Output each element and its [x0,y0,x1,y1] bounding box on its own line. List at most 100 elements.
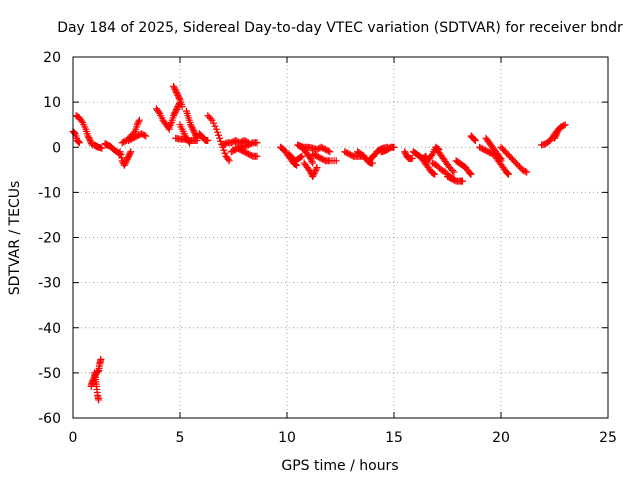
data-point [140,131,148,139]
data-point [172,106,180,114]
data-point [172,107,180,115]
data-point [193,136,201,144]
data-point [97,355,105,363]
data-point [125,151,133,159]
axis-ticks [72,56,609,419]
x-tick-label: 25 [599,430,617,446]
data-point [170,82,178,90]
data-point [215,131,223,139]
data-point [448,167,456,175]
data-point [135,118,143,126]
data-point [123,155,131,163]
data-point [165,123,173,131]
data-point [220,146,228,154]
data-point [74,137,82,145]
data-point [134,119,142,127]
y-tick-label: 0 [52,140,61,156]
data-point [172,88,180,96]
data-point [557,123,565,131]
data-point [170,84,178,92]
data-point [170,110,178,118]
data-point [471,136,479,144]
data-point [217,137,225,145]
y-tick-label: -10 [38,185,61,201]
data-point [553,128,561,136]
data-point [471,136,479,144]
data-point [551,134,558,142]
data-point [466,170,474,178]
x-tick-label: 20 [492,430,510,446]
data-point [187,122,195,130]
y-tick-labels: -60 -50 -40 -30 -20 -10 0 10 20 [38,50,61,427]
chart-title: Day 184 of 2025, Sidereal Day-to-day VTE… [57,20,623,36]
data-point [213,128,221,136]
data-point [95,396,103,404]
data-point [190,127,198,135]
data-point [298,152,306,160]
data-point [297,153,305,161]
data-point [166,121,174,129]
data-point [307,156,315,164]
data-point [167,120,175,128]
data-point [466,169,474,177]
data-point [309,159,317,167]
data-point [561,121,569,129]
data-point [127,148,135,156]
data-point [133,121,141,129]
data-point [212,125,220,133]
data-point [310,170,318,178]
data-point [85,133,93,141]
data-point [307,155,315,163]
data-point [504,170,512,178]
data-point [70,128,78,136]
grid-lines [73,57,608,418]
data-point [551,133,559,141]
data-point [118,154,126,162]
data-point [91,372,99,380]
y-tick-label: -60 [38,411,61,427]
data-point [458,177,466,185]
data-point [309,173,317,181]
data-point [555,124,563,132]
data-point [312,167,320,175]
data-point [308,158,316,166]
data-point [401,149,409,157]
y-tick-label: 10 [43,95,61,111]
data-point [85,135,93,143]
data-point [70,129,78,137]
data-point [173,104,181,112]
data-point [86,136,94,144]
data-point [204,136,212,144]
data-point [311,168,319,176]
data-point [521,167,529,175]
data-point [171,109,179,117]
data-point [124,154,132,162]
y-tick-label: -40 [38,321,61,337]
data-point [98,144,106,152]
y-tick-label: -20 [38,231,61,247]
x-tick-label: 5 [176,430,185,446]
data-point [523,168,531,176]
data-point [553,130,561,138]
data-point [120,161,128,169]
data-point [89,376,97,384]
data-point [408,155,416,163]
data-point [173,90,181,98]
data-point [211,122,219,130]
data-point [309,171,317,179]
data-point [121,160,129,168]
data-point [221,149,229,157]
data-point [116,148,124,156]
data-point [216,134,224,142]
y-tick-label: -50 [38,366,61,382]
data-point [90,373,98,381]
x-tick-label: 10 [278,430,296,446]
data-point [130,129,138,137]
data-point [332,157,340,165]
data-point [208,116,216,124]
data-point [207,115,215,123]
data-point [313,164,321,172]
data-point [253,139,261,147]
data-point [126,149,134,157]
